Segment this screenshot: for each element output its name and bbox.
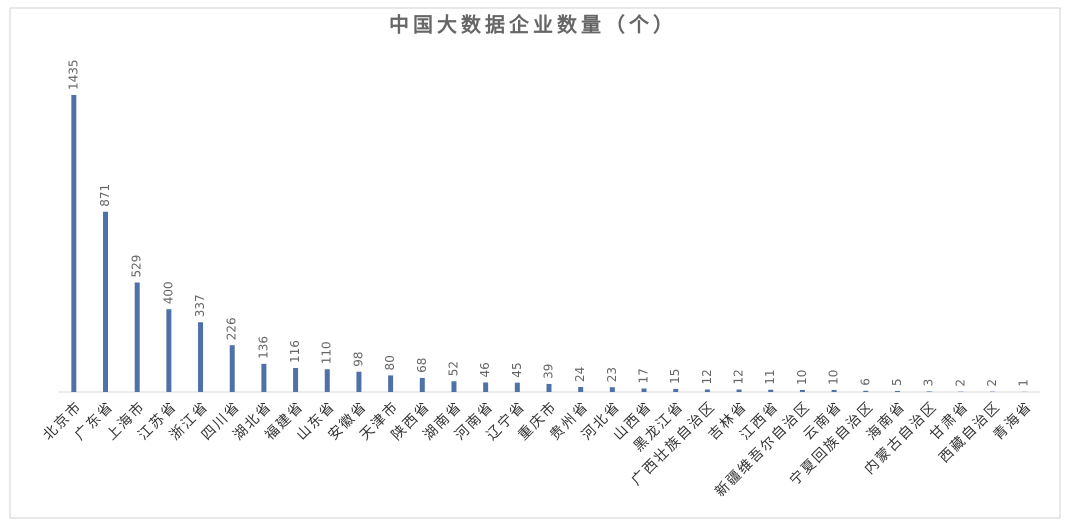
value-label: 116 (288, 340, 302, 363)
bar (863, 390, 869, 392)
value-label: 871 (98, 184, 112, 207)
value-label: 110 (320, 341, 334, 364)
value-label: 45 (510, 362, 524, 377)
bar (894, 390, 900, 392)
value-label: 529 (130, 255, 144, 278)
value-label: 46 (478, 362, 492, 377)
bar (483, 382, 489, 392)
bar (166, 309, 172, 392)
bar (324, 369, 330, 392)
bar (609, 387, 615, 392)
value-label: 1 (1017, 379, 1031, 387)
bar (261, 363, 267, 392)
value-label: 12 (700, 369, 714, 384)
value-label: 10 (827, 370, 841, 385)
bar (673, 388, 679, 392)
bar (134, 282, 140, 392)
bar (926, 391, 932, 392)
bar (103, 211, 109, 392)
value-label: 5 (890, 378, 904, 386)
bar (578, 387, 584, 392)
bar (704, 389, 710, 392)
value-label: 39 (542, 364, 556, 379)
bar (831, 389, 837, 392)
bar (736, 389, 742, 392)
bar (419, 377, 425, 392)
value-label: 136 (256, 336, 270, 359)
value-label: 52 (446, 361, 460, 376)
bar (451, 381, 457, 392)
value-label: 12 (732, 369, 746, 384)
chart-title: 中国大数据企业数量（个） (389, 13, 677, 37)
chart-frame (9, 7, 1061, 519)
value-label: 1435 (66, 59, 80, 90)
bar (198, 322, 204, 392)
value-label: 226 (225, 317, 239, 340)
value-label: 23 (605, 367, 619, 382)
value-label: 24 (573, 367, 587, 382)
bar (356, 371, 362, 392)
bar (514, 382, 520, 392)
value-label: 17 (637, 368, 651, 383)
value-label: 337 (193, 294, 207, 317)
value-label: 6 (858, 378, 872, 386)
value-label: 80 (383, 355, 397, 370)
value-label: 2 (953, 379, 967, 387)
bar (229, 345, 235, 392)
value-label: 15 (668, 369, 682, 384)
value-label: 3 (922, 379, 936, 387)
value-label: 68 (415, 358, 429, 373)
value-label: 98 (351, 351, 365, 366)
bar (388, 375, 394, 392)
value-label: 10 (795, 370, 809, 385)
bar (293, 367, 299, 392)
value-label: 400 (161, 281, 175, 304)
bar (546, 383, 552, 392)
value-label: 2 (985, 379, 999, 387)
bar (71, 95, 77, 392)
bar (768, 389, 774, 392)
bar (641, 388, 647, 392)
bar (799, 389, 805, 392)
value-label: 11 (763, 369, 777, 384)
